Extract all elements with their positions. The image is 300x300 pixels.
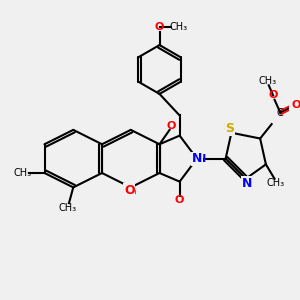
Text: N: N bbox=[192, 152, 202, 165]
Text: O: O bbox=[268, 90, 278, 100]
Text: O: O bbox=[175, 195, 184, 205]
Text: O: O bbox=[291, 100, 300, 110]
Text: S: S bbox=[223, 122, 231, 132]
Text: CH₃: CH₃ bbox=[58, 203, 76, 213]
Text: CH₃: CH₃ bbox=[14, 168, 32, 178]
Text: C: C bbox=[277, 108, 284, 118]
Text: O: O bbox=[126, 188, 136, 198]
Text: S: S bbox=[226, 122, 235, 135]
Text: N: N bbox=[242, 177, 252, 190]
Text: CH₃: CH₃ bbox=[258, 76, 276, 86]
Text: O: O bbox=[167, 122, 176, 131]
Text: N: N bbox=[196, 154, 206, 164]
Text: CH₃: CH₃ bbox=[267, 178, 285, 188]
Text: O: O bbox=[124, 184, 135, 197]
Text: O: O bbox=[155, 22, 164, 32]
Text: CH₃: CH₃ bbox=[169, 22, 187, 32]
Text: N: N bbox=[243, 179, 252, 190]
